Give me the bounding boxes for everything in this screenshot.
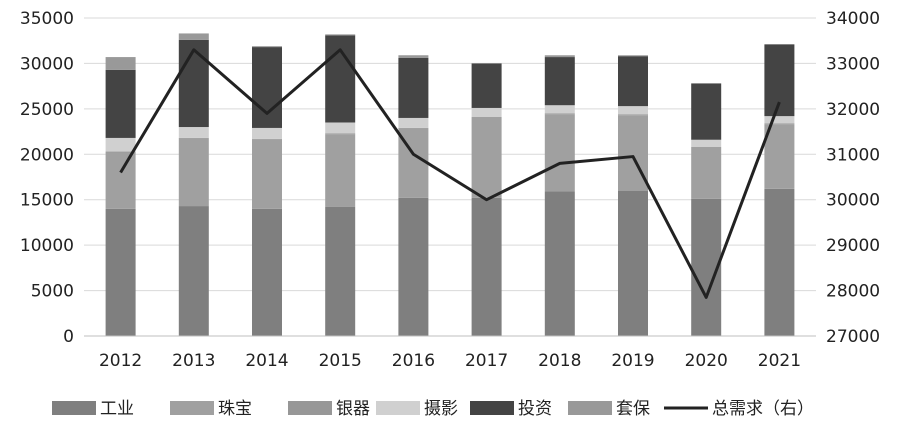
- bar-segment: [764, 116, 795, 124]
- bar-segment: [691, 139, 722, 148]
- right-axis-tick-label: 33000: [826, 54, 880, 74]
- x-axis-tick-label: 2015: [319, 351, 362, 371]
- bar-segment: [178, 39, 209, 128]
- bar-segment: [544, 105, 575, 114]
- bar-segment: [618, 114, 648, 116]
- left-axis-tick-label: 30000: [20, 54, 74, 74]
- bar-segment: [105, 152, 136, 209]
- right-axis-tick-label: 29000: [826, 236, 880, 256]
- bar-segment: [691, 147, 722, 199]
- x-axis-tick-label: 2018: [538, 351, 581, 371]
- bar-segment: [252, 47, 282, 128]
- right-axis-tick-label: 31000: [826, 145, 880, 165]
- bar-segment: [471, 117, 502, 118]
- bar-segment: [178, 33, 209, 40]
- bar-segment: [178, 206, 209, 336]
- bar-segment: [325, 134, 356, 207]
- bar-segment: [618, 55, 648, 57]
- left-axis-tick-label: 35000: [20, 9, 74, 29]
- bar-segment: [544, 57, 575, 106]
- total-demand-line: [119, 48, 781, 299]
- bars: [105, 33, 795, 336]
- bar-segment: [471, 107, 502, 118]
- left-axis-tick-label: 20000: [20, 145, 74, 165]
- legend-label: 投资: [518, 399, 552, 419]
- bar-segment: [764, 188, 795, 336]
- x-axis-tick-label: 2013: [172, 351, 215, 371]
- bar-segment: [252, 46, 282, 48]
- bar-segment: [618, 190, 648, 336]
- bar-segment: [252, 127, 282, 139]
- bar-segment: [252, 139, 282, 209]
- x-axis: 2012 2013 2014 2015 2016 2017 2018 2019 2020 2021: [84, 335, 816, 371]
- bar-segment: [691, 147, 722, 148]
- right-axis-tick-label: 27000: [826, 327, 880, 347]
- bar-segment: [471, 117, 502, 198]
- bar-segment: [252, 208, 282, 336]
- bar-segment: [178, 138, 209, 207]
- bar-segment: [544, 114, 575, 192]
- bar-segment: [398, 55, 429, 58]
- bar-segment: [398, 57, 429, 118]
- bar-segment: [105, 69, 136, 138]
- bar-segment: [398, 197, 429, 336]
- bar-segment: [398, 117, 429, 128]
- bar-segment: [764, 123, 795, 125]
- bar-segment: [618, 56, 648, 107]
- legend-label: 摄影: [424, 399, 458, 419]
- legend: 工业 珠宝 银器 摄影 投资 套保 总需求（右）: [52, 399, 814, 419]
- legend-swatch: [288, 401, 332, 415]
- bar-segment: [544, 191, 575, 336]
- bar-segment: [325, 133, 356, 135]
- bar-segment: [325, 34, 356, 36]
- bar-segment: [325, 206, 356, 336]
- bar-segment: [105, 208, 136, 336]
- left-axis-tick-label: 10000: [20, 236, 74, 256]
- legend-swatch: [52, 401, 96, 415]
- bar-segment: [178, 127, 209, 138]
- right-y-axis: 27000 28000 29000 30000 31000 32000 33000 34000: [826, 9, 880, 347]
- left-axis-tick-label: 15000: [20, 191, 74, 211]
- bar-segment: [544, 113, 575, 115]
- x-axis-tick-label: 2016: [392, 351, 435, 371]
- right-axis-tick-label: 34000: [826, 9, 880, 29]
- bar-segment: [105, 137, 136, 152]
- bar-segment: [178, 137, 209, 139]
- bar-segment: [691, 83, 722, 140]
- legend-label: 珠宝: [218, 399, 252, 419]
- left-axis-tick-label: 5000: [31, 282, 74, 302]
- x-axis-tick-label: 2019: [611, 351, 654, 371]
- right-axis-tick-label: 30000: [826, 191, 880, 211]
- bar-segment: [764, 124, 795, 189]
- x-axis-tick-label: 2014: [245, 351, 288, 371]
- right-axis-tick-label: 28000: [826, 282, 880, 302]
- bar-segment: [325, 122, 356, 134]
- legend-label: 工业: [100, 399, 134, 419]
- right-axis-tick-label: 32000: [826, 100, 880, 120]
- x-axis-tick-label: 2021: [758, 351, 801, 371]
- legend-swatch: [470, 401, 514, 415]
- bar-segment: [252, 138, 282, 140]
- bar-segment: [471, 63, 502, 108]
- bar-segment: [544, 55, 575, 58]
- x-axis-tick-label: 2012: [99, 351, 142, 371]
- legend-swatch: [170, 401, 214, 415]
- legend-label: 套保: [616, 399, 650, 419]
- left-axis-tick-label: 25000: [20, 100, 74, 120]
- total-demand-line-path: [119, 48, 781, 299]
- x-axis-tick-label: 2020: [685, 351, 728, 371]
- legend-swatch: [568, 401, 612, 415]
- bar-segment: [471, 197, 502, 336]
- legend-swatch: [376, 401, 420, 415]
- bar-segment: [105, 57, 136, 70]
- left-axis-tick-label: 0: [63, 327, 74, 347]
- legend-label: 总需求（右）: [712, 399, 814, 419]
- bar-segment: [105, 151, 136, 153]
- legend-label: 银器: [336, 399, 370, 419]
- x-axis-tick-label: 2017: [465, 351, 508, 371]
- bar-segment: [618, 106, 648, 115]
- bar-segment: [398, 127, 429, 129]
- left-y-axis: 0 5000 10000 15000 20000 25000 30000 35000: [20, 9, 74, 347]
